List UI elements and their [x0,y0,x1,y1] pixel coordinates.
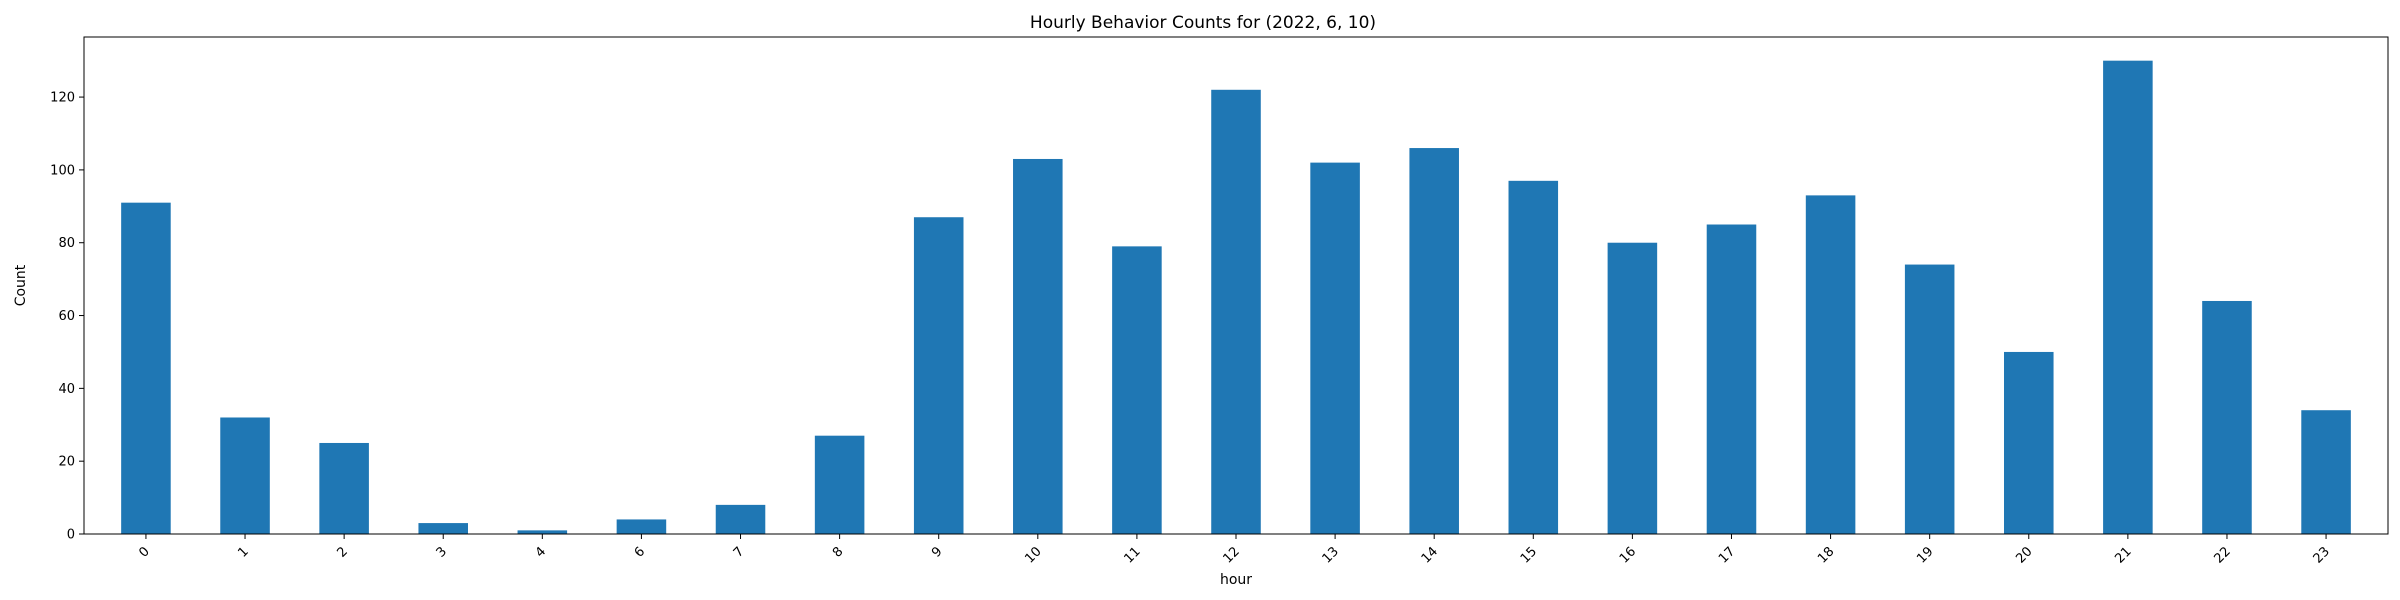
bar-hour-10 [1013,158,1063,534]
bar-hour-21 [2103,60,2153,535]
bar-hour-6 [616,519,667,534]
bar-hour-0 [121,202,171,535]
bar-hour-17 [1706,224,1757,534]
x-axis-ticks: 0 1 2 3 4 6 7 8 9 10 11 12 13 14 15 16 17 18 19 20 21 22 23 [136,534,2333,567]
bar-hour-1 [220,417,270,534]
x-tick-label: 22 [2211,544,2233,566]
y-tick-label: 100 [50,163,75,178]
bar-hour-4 [517,530,568,534]
x-tick-label: 12 [1221,544,1243,566]
x-tick-label: 1 [235,544,251,560]
x-tick-label: 21 [2112,544,2134,566]
x-tick-label: 0 [136,544,152,560]
x-tick-label: 17 [1716,544,1738,566]
y-tick-label: 60 [58,309,75,324]
y-tick-label: 120 [50,91,75,106]
y-tick-label: 20 [58,455,75,470]
x-tick-label: 14 [1419,544,1441,566]
y-tick-label: 40 [58,382,75,397]
bar-hour-11 [1112,246,1162,535]
x-tick-label: 6 [632,544,648,560]
x-tick-label: 20 [2013,544,2035,566]
y-tick-label: 80 [58,236,75,251]
y-axis-label: Count [13,264,29,306]
y-axis-ticks: 0 20 40 60 80 100 120 [50,91,84,543]
x-tick-label: 13 [1320,544,1342,566]
bar-hour-3 [418,523,468,534]
x-tick-label: 16 [1617,544,1639,566]
bar-hour-16 [1607,242,1658,534]
x-axis-label: hour [1220,572,1252,588]
bar-hour-8 [814,435,865,534]
y-tick-label: 0 [67,528,75,543]
x-tick-label: 3 [434,544,450,560]
x-tick-label: 10 [1022,544,1044,566]
chart-title: Hourly Behavior Counts for (2022, 6, 10) [1030,13,1376,33]
x-tick-label: 7 [731,544,747,560]
x-tick-label: 19 [1914,544,1936,566]
bar-hour-12 [1211,89,1261,534]
bar-hour-22 [2202,300,2252,534]
x-tick-label: 15 [1518,544,1540,566]
bar-hour-14 [1409,148,1459,535]
x-tick-label: 23 [2311,544,2333,566]
x-tick-label: 4 [533,544,549,560]
x-tick-label: 18 [1815,544,1837,566]
plot-frame [83,36,2389,535]
bar-hour-2 [319,442,369,534]
x-tick-label: 9 [929,544,945,560]
bar-hour-18 [1805,195,1856,534]
x-tick-label: 8 [830,544,846,560]
bar-hour-19 [1904,264,1955,534]
x-tick-label: 2 [334,544,350,560]
x-tick-label: 11 [1121,544,1143,566]
bar-hour-13 [1310,162,1360,534]
bars-group [121,60,2351,535]
bar-hour-15 [1508,180,1559,534]
bar-hour-9 [913,217,964,535]
bar-hour-20 [2004,351,2054,534]
bar-hour-23 [2301,410,2351,534]
bar-hour-7 [715,504,766,534]
